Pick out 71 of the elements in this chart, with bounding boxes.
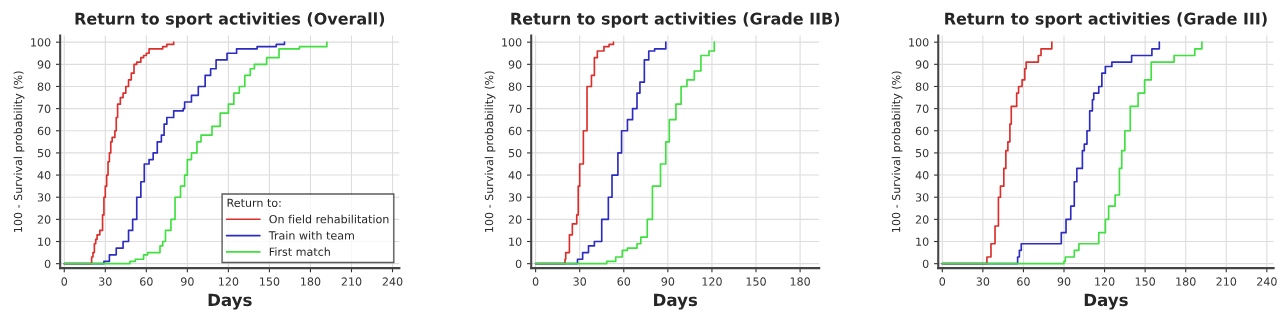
y-tick-label: 100 <box>909 38 929 47</box>
y-tick-label: 80 <box>508 82 522 91</box>
y-tick-label: 0 <box>44 259 51 269</box>
y-tick-label: 60 <box>915 126 929 136</box>
y-tick-label: 100 <box>502 38 522 47</box>
y-tick-label: 70 <box>508 104 522 113</box>
y-tick-label: 90 <box>508 60 522 69</box>
x-axis-title: Days <box>208 293 252 310</box>
y-tick-label: 40 <box>508 171 522 180</box>
legend-label: On field rehabilitation <box>269 214 389 224</box>
y-tick-label: 0 <box>922 259 929 269</box>
x-tick-label: 240 <box>382 277 403 286</box>
x-tick-label: 120 <box>219 277 239 286</box>
y-tick-label: 10 <box>38 237 51 246</box>
y-tick-label: 30 <box>508 193 522 202</box>
legend-label: Train with team <box>268 231 354 240</box>
chart-title: Return to sport activities (Overall) <box>75 12 385 28</box>
legend-title: Return to: <box>227 198 281 208</box>
x-tick-label: 120 <box>702 277 722 286</box>
x-tick-label: 0 <box>939 277 946 286</box>
y-tick-label: 60 <box>37 126 51 136</box>
x-tick-label: 60 <box>617 277 631 286</box>
y-tick-label: 90 <box>37 60 51 69</box>
x-tick-label: 150 <box>260 277 280 286</box>
x-tick-label: 0 <box>532 277 539 286</box>
x-tick-label: 90 <box>1057 277 1071 286</box>
y-tick-label: 10 <box>916 237 929 246</box>
x-axis-title: Days <box>1084 293 1128 310</box>
y-tick-label: 20 <box>37 215 51 224</box>
x-tick-label: 210 <box>1216 277 1237 286</box>
y-axis-title: 100 - Survival probability (%) <box>13 71 25 232</box>
y-tick-label: 60 <box>508 126 522 136</box>
x-tick-label: 90 <box>661 277 675 286</box>
legend-label: First match <box>269 247 330 256</box>
x-tick-label: 210 <box>341 277 362 286</box>
y-tick-label: 40 <box>37 171 51 180</box>
x-tick-label: 150 <box>1135 277 1155 286</box>
y-tick-label: 10 <box>509 237 522 246</box>
x-axis-title: Days <box>654 293 698 310</box>
y-tick-label: 70 <box>37 104 51 113</box>
x-tick-label: 180 <box>301 277 321 286</box>
y-tick-label: 20 <box>915 215 929 224</box>
x-tick-label: 180 <box>1176 277 1196 286</box>
x-tick-label: 150 <box>746 277 766 286</box>
y-tick-label: 80 <box>37 82 51 91</box>
x-tick-label: 30 <box>976 277 990 286</box>
y-tick-label: 50 <box>915 148 929 158</box>
y-axis-title: 100 - Survival probability (%) <box>484 71 496 232</box>
x-tick-label: 90 <box>180 277 194 286</box>
y-tick-label: 90 <box>915 60 929 69</box>
y-tick-label: 50 <box>37 148 51 158</box>
y-tick-label: 40 <box>915 171 929 180</box>
y-tick-label: 50 <box>508 148 522 158</box>
x-tick-label: 30 <box>99 277 112 286</box>
x-tick-label: 60 <box>140 277 153 286</box>
y-tick-label: 70 <box>915 104 929 113</box>
y-tick-label: 30 <box>915 193 929 202</box>
y-tick-label: 30 <box>37 193 51 202</box>
x-tick-label: 180 <box>790 277 810 286</box>
x-tick-label: 0 <box>61 277 68 286</box>
y-tick-label: 0 <box>515 259 522 269</box>
chart-title: Return to sport activities (Grade III) <box>945 12 1267 28</box>
y-axis-title: 100 - Survival probability (%) <box>891 71 903 232</box>
y-tick-label: 80 <box>915 82 929 91</box>
y-tick-label: 100 <box>31 38 51 47</box>
x-tick-label: 120 <box>1095 277 1115 286</box>
x-tick-label: 60 <box>1017 277 1030 286</box>
x-tick-label: 240 <box>1257 277 1277 286</box>
chart-title: Return to sport activities (Grade IIB) <box>511 12 840 28</box>
y-tick-label: 20 <box>508 215 522 224</box>
x-tick-label: 30 <box>573 277 587 286</box>
